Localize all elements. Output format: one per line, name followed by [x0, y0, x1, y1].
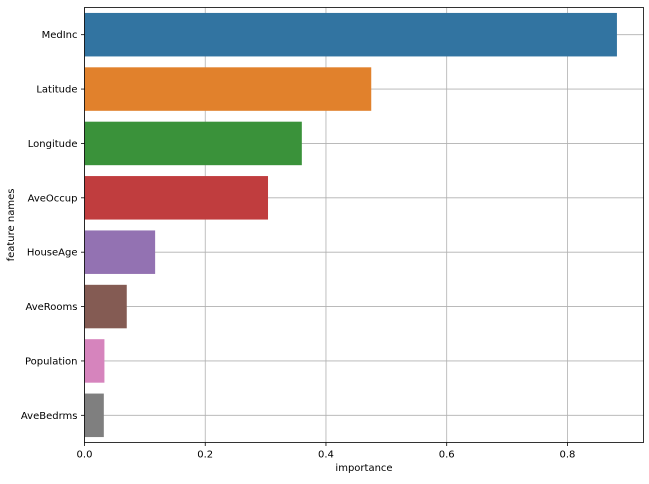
- x-tick-label: 0.4: [318, 450, 334, 461]
- x-tick-label: 0.2: [197, 450, 213, 461]
- y-tick-label: Latitude: [36, 85, 77, 96]
- bar-houseage: [84, 230, 156, 274]
- bar-latitude: [84, 67, 372, 111]
- x-tick-label: 0.6: [439, 450, 455, 461]
- bar-averooms: [84, 284, 127, 329]
- bar-aveoccup: [84, 176, 269, 220]
- bar-avebedrms: [84, 393, 104, 438]
- x-axis-label: importance: [335, 463, 392, 474]
- bar-layer: [84, 12, 617, 438]
- y-tick-label: AveRooms: [25, 302, 77, 313]
- bar-population: [84, 339, 105, 383]
- bar-longitude: [84, 121, 302, 166]
- y-axis-label: feature names: [6, 189, 17, 262]
- y-tick-label: MedInc: [42, 30, 78, 41]
- x-tick-label: 0.0: [77, 450, 93, 461]
- y-tick-label: Longitude: [28, 139, 78, 150]
- tick-layer: 0.0 0.2 0.4 0.6 0.8 MedInc Latitude Longitude Av…: [21, 30, 575, 460]
- bar-medinc: [84, 12, 617, 57]
- plot-frame: [84, 7, 644, 443]
- y-tick-label: AveOccup: [28, 193, 78, 204]
- y-tick-label: Population: [25, 356, 78, 367]
- x-tick-label: 0.8: [559, 450, 575, 461]
- y-tick-label: AveBedrms: [21, 411, 78, 422]
- y-tick-label: HouseAge: [27, 248, 78, 259]
